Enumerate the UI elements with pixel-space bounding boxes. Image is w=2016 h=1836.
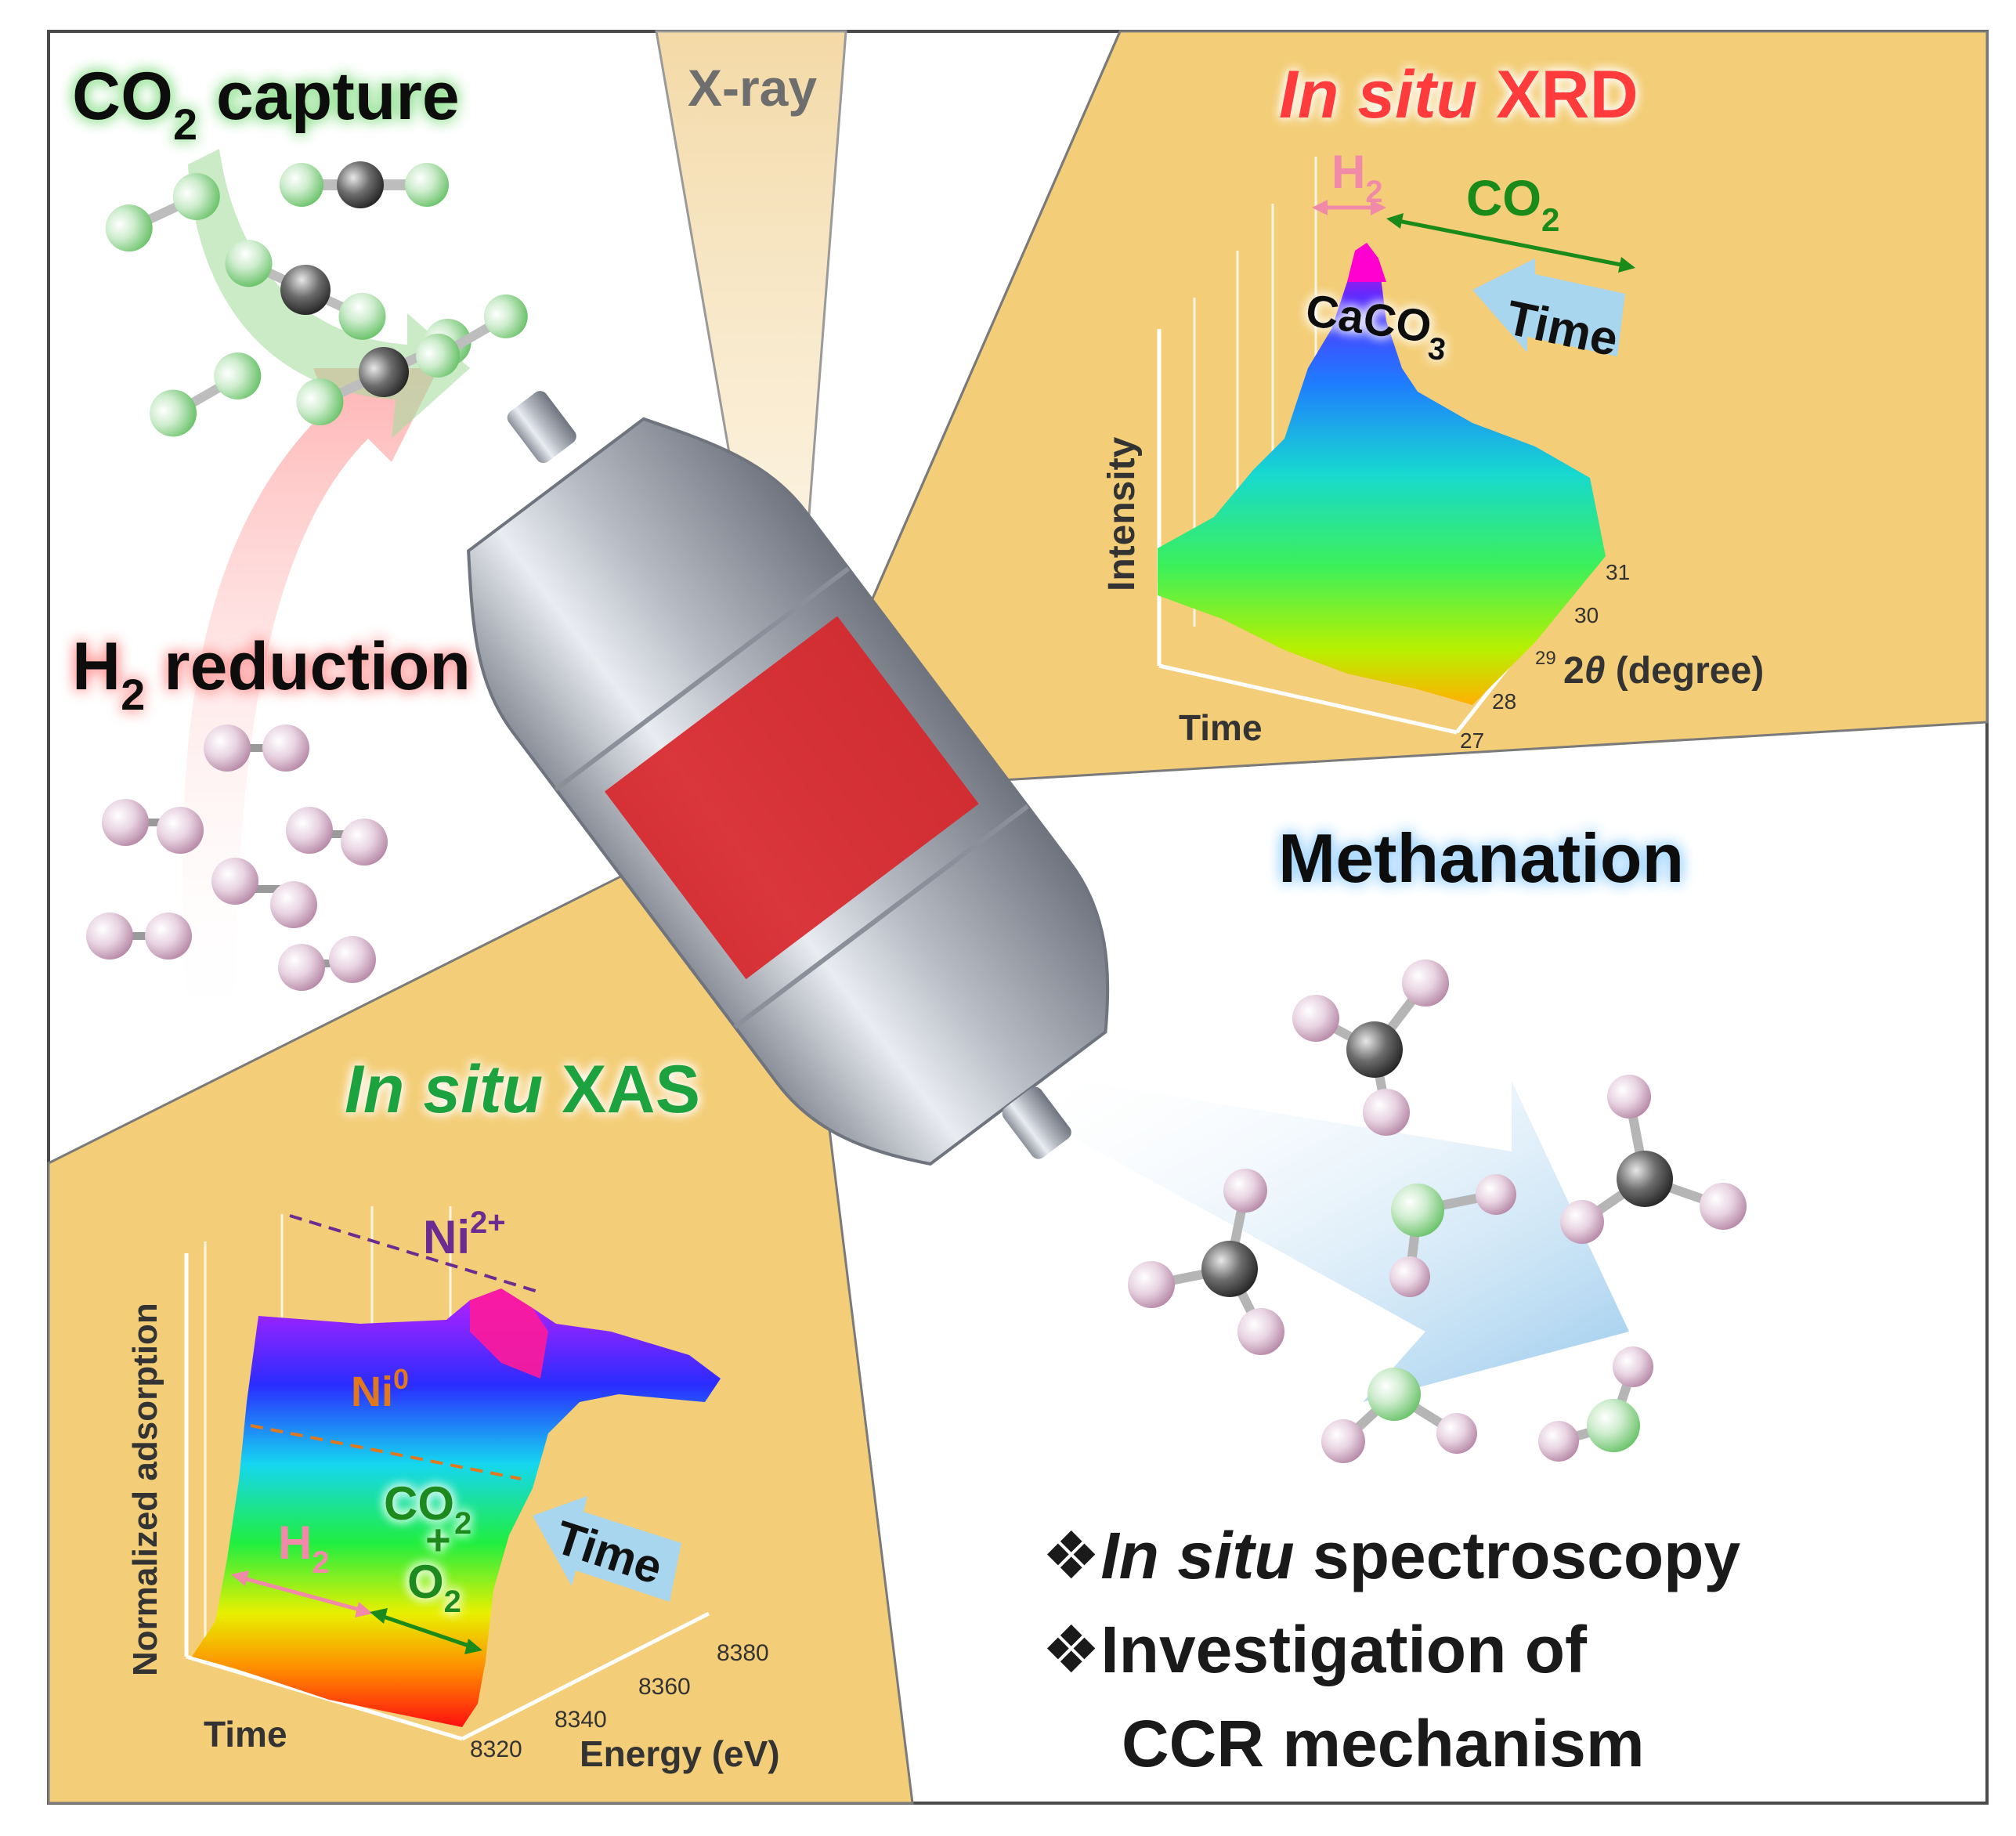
xrd-z-tick: 30 (1574, 603, 1599, 627)
co2-molecule (416, 294, 528, 378)
xrd-surface (1158, 243, 1606, 705)
xrd-title-rest: XRD (1477, 57, 1638, 132)
xrd-z-tick: 28 (1492, 689, 1516, 714)
xrd-peak (1347, 243, 1386, 282)
h2o-molecule (1389, 1174, 1516, 1297)
xas-chart: 8320 8340 8360 8380 Normalized adsorptio… (126, 1205, 780, 1774)
xrd-co2-label: CO2 (1466, 170, 1559, 238)
ch4-molecules (1128, 960, 1747, 1355)
h2-reduction-sub: 2 (121, 670, 145, 719)
h2-molecule (86, 913, 192, 960)
xrd-y-label: Intensity (1101, 436, 1143, 591)
xrd-x-label: Time (1179, 707, 1263, 748)
xas-ni0-label: Ni0 (351, 1363, 409, 1415)
h2-molecule (286, 807, 388, 866)
xas-ni2-label: Ni2+ (423, 1205, 506, 1263)
co2-molecule (280, 161, 449, 208)
xas-ni0-line (250, 1424, 522, 1480)
xas-title-rest: XAS (543, 1052, 700, 1127)
methanation-title: Methanation (1278, 819, 1684, 897)
xrd-time-arrow (1472, 258, 1625, 356)
co2-capture-rest: capture (197, 59, 460, 134)
h2-reduction-title: H2 reduction (72, 629, 471, 719)
xas-h2-label: H2 (278, 1516, 330, 1580)
xas-x-label: Time (204, 1714, 287, 1755)
xrd-co2-range (1389, 217, 1630, 269)
xas-title: In situ XAS (345, 1052, 700, 1127)
h2o-molecule (1321, 1368, 1477, 1463)
co2-molecules (105, 161, 528, 437)
xas-surface (192, 1288, 721, 1727)
co2-capture-title: CO2 capture (72, 59, 460, 149)
xas-z-label: Energy (eV) (580, 1733, 780, 1774)
xas-plus-label: + (425, 1515, 451, 1564)
xrd-title-italic: In situ (1279, 57, 1477, 132)
xrd-h2-label: H2 (1331, 146, 1383, 209)
h2-molecule (204, 725, 309, 772)
xrd-x-axis (1158, 663, 1458, 735)
co2-molecule (150, 352, 262, 437)
h2-reduction-main: H (72, 629, 121, 704)
h2-molecules (86, 725, 388, 991)
co2-molecule (105, 172, 220, 252)
ch4-molecule (1128, 1169, 1284, 1355)
xas-y-label: Normalized adsorption (126, 1303, 164, 1676)
xas-co2-range (374, 1611, 479, 1651)
xrd-title: In situ XRD (1279, 57, 1638, 132)
svg-text:H2 reduction: H2 reduction (72, 629, 471, 719)
summary-line-2: ❖Investigation of (1042, 1613, 1588, 1686)
h2-molecule (278, 936, 376, 991)
svg-text:CO2 capture: CO2 capture (72, 59, 460, 149)
xas-z-tick: 8320 (470, 1737, 522, 1762)
xas-co2-label: CO2 (384, 1477, 471, 1541)
catalyst-bed (604, 616, 979, 980)
h2o-molecules (1321, 1174, 1653, 1463)
ch4-molecule (1560, 1075, 1747, 1244)
h2-molecule (102, 799, 204, 854)
xas-ni2-line (289, 1214, 541, 1294)
xrd-z-tick: 27 (1460, 728, 1484, 753)
xas-z-tick: 8380 (717, 1640, 769, 1666)
svg-text:In situ XAS: In situ XAS (345, 1052, 700, 1127)
h2-molecule (211, 858, 317, 928)
co2-molecule (225, 240, 386, 340)
xas-time-arrow (533, 1496, 681, 1602)
xas-o2-label: O2 (407, 1556, 461, 1619)
xas-h2-range (234, 1574, 369, 1614)
xrd-z-tick: 31 (1606, 560, 1630, 584)
xrd-z-tick: 29 (1535, 648, 1556, 669)
summary-line-1: ❖In situ spectroscopy (1042, 1519, 1740, 1592)
svg-text:In situ XRD: In situ XRD (1279, 57, 1638, 132)
methanation-flow-arrow (1042, 1081, 1629, 1402)
h2-flow-arrow (182, 368, 439, 1042)
summary-line-3: CCR mechanism (1122, 1707, 1645, 1780)
xray-label: X-ray (688, 59, 817, 117)
summary-text: ❖In situ spectroscopy ❖Investigation of … (1042, 1519, 1740, 1780)
xas-title-italic: In situ (345, 1052, 543, 1127)
reactor-vessel (467, 391, 1110, 1166)
xas-z-axis (461, 1611, 710, 1741)
ch4-molecule (1292, 960, 1449, 1136)
co2-capture-main: CO (72, 59, 173, 134)
xas-z-tick: 8340 (555, 1707, 607, 1733)
xrd-z-label: 2θ (degree) (1563, 650, 1764, 692)
h2o-molecule (1538, 1346, 1653, 1462)
h2-reduction-rest: reduction (145, 629, 471, 704)
co2-capture-sub: 2 (173, 99, 197, 149)
xas-z-tick: 8360 (638, 1674, 691, 1700)
